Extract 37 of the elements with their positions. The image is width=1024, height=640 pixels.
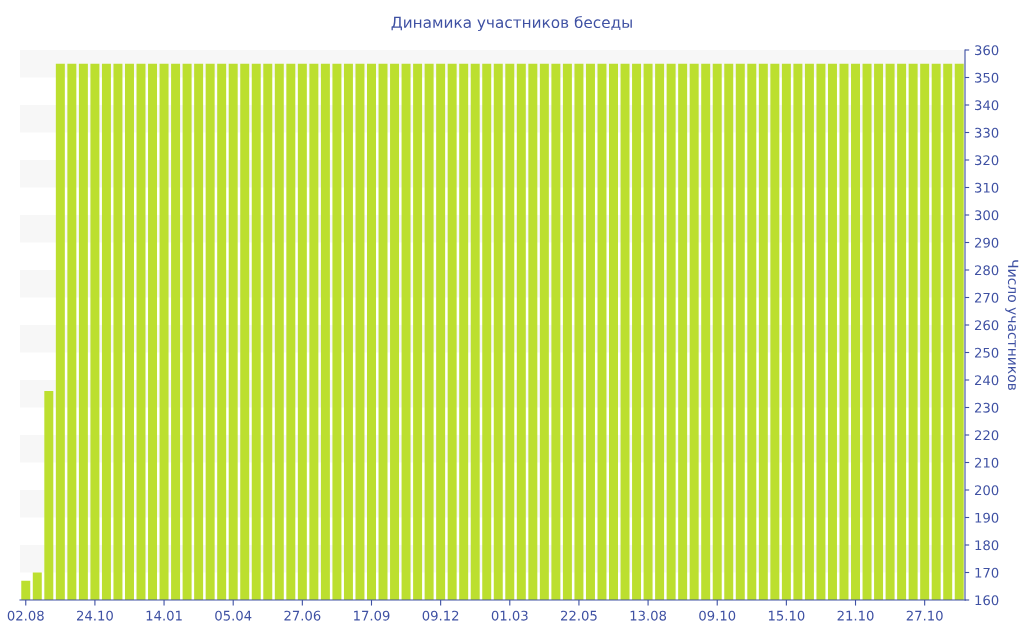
x-tick-label: 22.05 bbox=[561, 610, 597, 621]
y-tick-label: 250 bbox=[974, 347, 999, 358]
x-tick-label: 21.10 bbox=[837, 610, 874, 621]
y-tick-label: 170 bbox=[975, 567, 999, 578]
x-tick-label: 17.09 bbox=[354, 610, 390, 621]
y-tick-label: 210 bbox=[974, 457, 999, 468]
y-axis-title: Число участников bbox=[1005, 260, 1019, 391]
x-tick-label: 01.03 bbox=[491, 610, 528, 621]
y-tick-label: 280 bbox=[974, 265, 999, 276]
x-tick-label: 15.10 bbox=[768, 610, 805, 621]
x-tick-label: 05.04 bbox=[215, 610, 252, 621]
x-tick-label: 24.10 bbox=[76, 610, 113, 621]
y-tick-label: 290 bbox=[974, 237, 999, 248]
y-tick-label: 340 bbox=[975, 100, 999, 111]
y-tick-label: 360 bbox=[975, 45, 999, 56]
y-tick-label: 220 bbox=[974, 430, 999, 441]
y-tick-label: 350 bbox=[975, 72, 999, 83]
x-tick-label: 27.10 bbox=[906, 610, 943, 621]
y-tick-label: 260 bbox=[974, 320, 999, 331]
x-tick-label: 02.08 bbox=[7, 610, 44, 621]
y-tick-label: 240 bbox=[974, 375, 999, 386]
y-tick-label: 320 bbox=[975, 155, 999, 166]
y-tick-label: 330 bbox=[975, 127, 999, 138]
y-tick-label: 160 bbox=[975, 595, 999, 606]
x-tick-label: 13.08 bbox=[630, 610, 667, 621]
y-tick-label: 310 bbox=[975, 182, 999, 193]
y-tick-label: 190 bbox=[975, 512, 999, 523]
y-tick-label: 270 bbox=[974, 292, 999, 303]
y-tick-label: 230 bbox=[974, 402, 999, 413]
x-tick-label: 09.12 bbox=[422, 610, 459, 621]
y-tick-label: 180 bbox=[975, 540, 999, 551]
x-tick-label: 09.10 bbox=[699, 610, 736, 621]
chart-title: Динамика участников беседы bbox=[391, 16, 632, 32]
x-tick-label: 27.06 bbox=[284, 610, 321, 621]
y-tick-label: 300 bbox=[975, 210, 999, 221]
x-tick-label: 14.01 bbox=[146, 610, 182, 621]
y-tick-label: 200 bbox=[974, 485, 999, 496]
